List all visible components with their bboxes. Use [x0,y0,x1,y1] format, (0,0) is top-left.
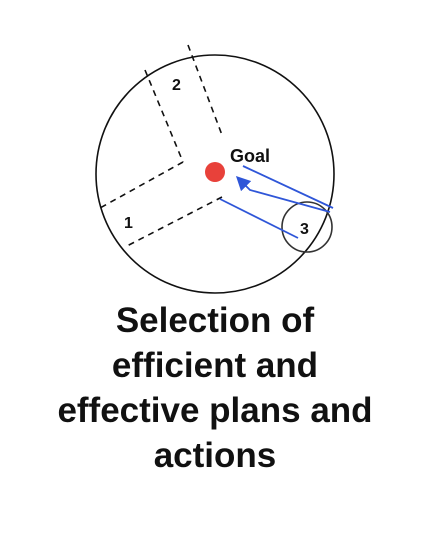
caption-line-2: efficient and [111,346,319,385]
region-3-circle [281,201,333,253]
lower-plan-path [219,198,299,239]
region-boundaries [99,44,223,248]
main-circle [95,54,335,294]
region-label-3: 3 [300,221,309,238]
boundary-region-1 [99,161,223,248]
upper-plan-path [242,165,334,209]
selected-plan-arrow [235,175,331,213]
goal-dot [205,162,225,182]
diagram-caption: Selection of efficient and effective pla… [0,298,430,478]
region-label-1: 1 [124,215,133,232]
caption-line-1: Selection of [115,301,315,340]
region-label-2: 2 [172,77,181,94]
goal-label: Goal [230,146,270,166]
boundary-region-2 [144,44,223,163]
plan-paths [219,165,334,239]
caption-line-3: effective plans and [57,391,373,430]
caption-line-4: actions [153,436,277,475]
goal-selection-diagram: 2 1 3 Goal [95,44,335,294]
